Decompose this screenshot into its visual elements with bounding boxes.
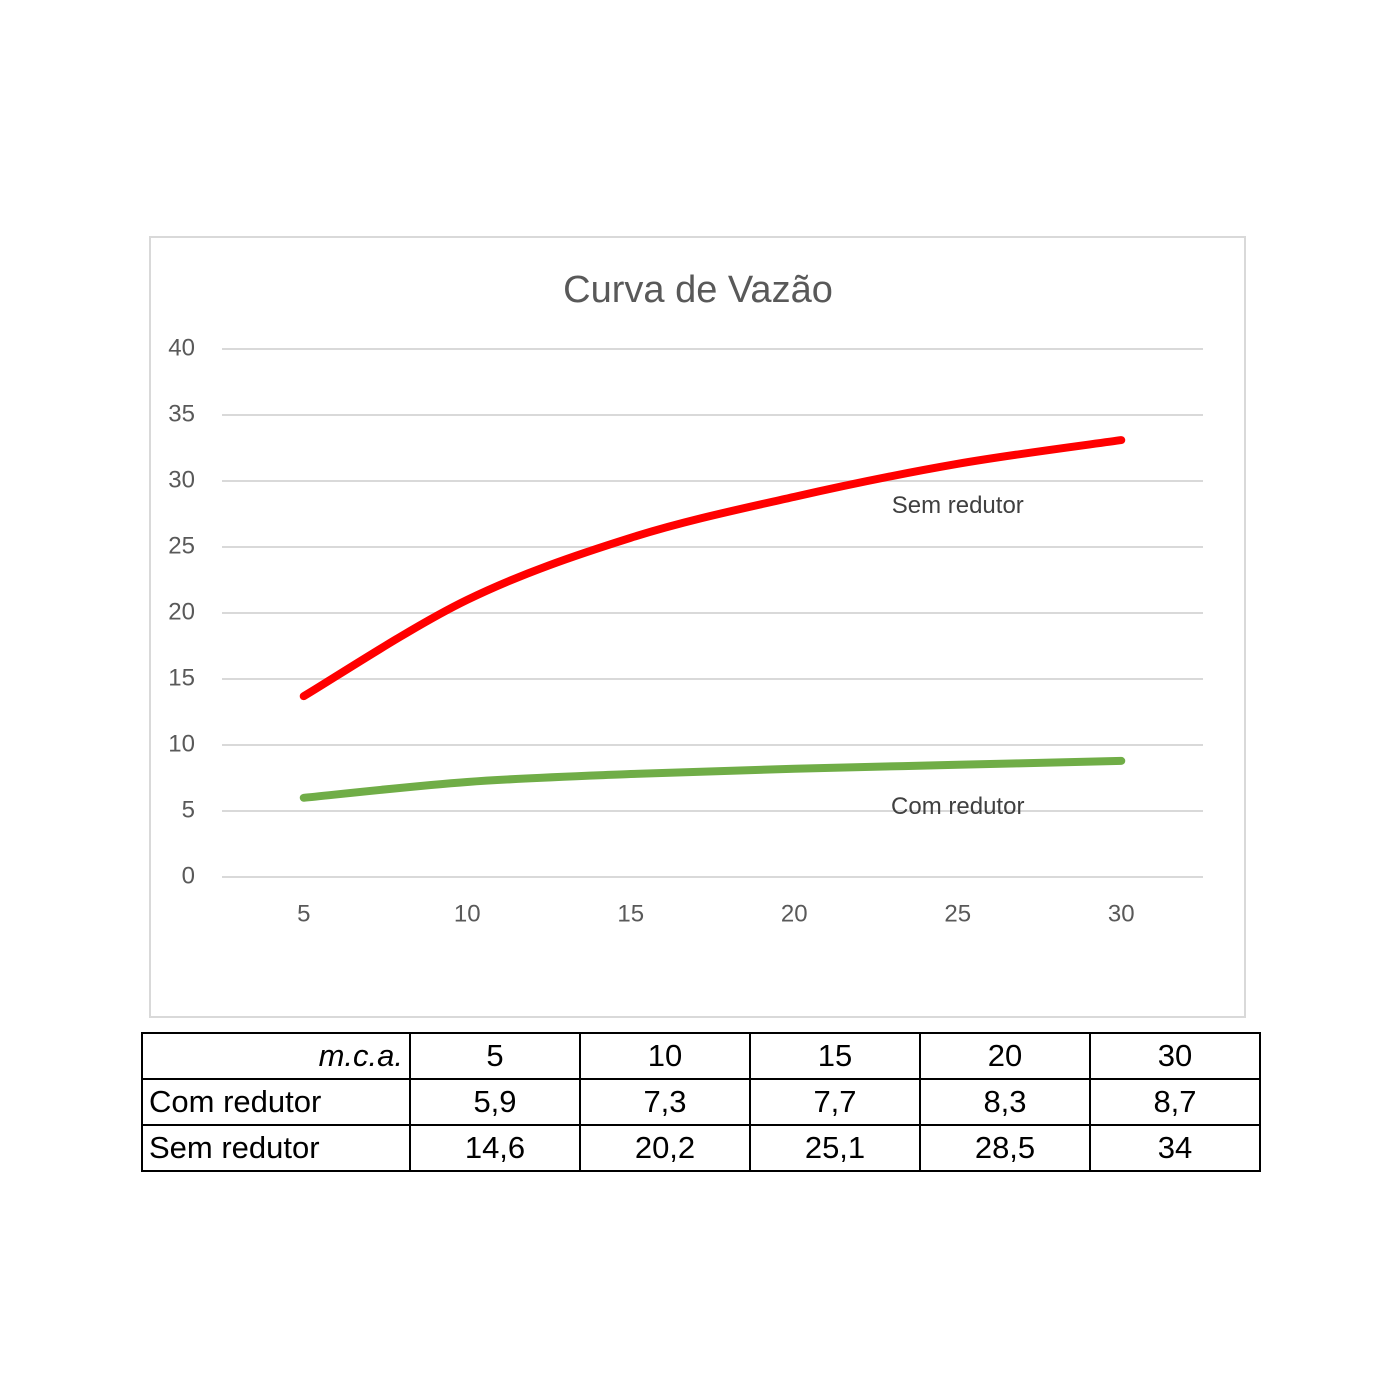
y-tick-label: 20 <box>168 598 195 625</box>
table-row: m.c.a. 5 10 15 20 30 <box>141 1032 1261 1080</box>
table-cell: 34 <box>1089 1124 1261 1172</box>
y-tick-label: 35 <box>168 400 195 427</box>
x-tick-label: 30 <box>1108 900 1135 927</box>
x-tick-label: 25 <box>944 900 971 927</box>
y-tick-label: 25 <box>168 532 195 559</box>
table-cell: m.c.a. <box>141 1032 411 1080</box>
table-cell: 30 <box>1089 1032 1261 1080</box>
y-tick-label: 30 <box>168 466 195 493</box>
table-cell: 7,3 <box>579 1078 751 1126</box>
series-line <box>299 436 1126 701</box>
table-cell: 5,9 <box>409 1078 581 1126</box>
y-tick-label: 15 <box>168 664 195 691</box>
table-cell: 7,7 <box>749 1078 921 1126</box>
y-tick-label: 40 <box>168 334 195 361</box>
table-row: Sem redutor 14,6 20,2 25,1 28,5 34 <box>141 1124 1261 1172</box>
table-cell: 10 <box>579 1032 751 1080</box>
table-cell: 20,2 <box>579 1124 751 1172</box>
x-tick-label: 20 <box>781 900 808 927</box>
series-label: Sem redutor <box>892 492 1024 519</box>
x-tick-label: 15 <box>617 900 644 927</box>
chart-frame <box>149 236 1246 1018</box>
data-table: m.c.a. 5 10 15 20 30 Com redutor 5,9 7,3 7,7 8,3 8,… <box>141 1032 1261 1172</box>
chart-title: Curva de Vazão <box>563 269 833 311</box>
table-cell: 20 <box>919 1032 1091 1080</box>
chart: Curva de Vazão 0 5 10 15 20 25 30 35 40 5 10 15 20 25… <box>149 236 1246 1018</box>
table-cell: Com redutor <box>141 1078 411 1126</box>
table-cell: 8,7 <box>1089 1078 1261 1126</box>
table-cell: 8,3 <box>919 1078 1091 1126</box>
x-tick-label: 10 <box>454 900 481 927</box>
table-cell: 25,1 <box>749 1124 921 1172</box>
table-cell: 5 <box>409 1032 581 1080</box>
x-tick-label: 5 <box>297 900 310 927</box>
y-tick-label: 10 <box>168 730 195 757</box>
table-cell: Sem redutor <box>141 1124 411 1172</box>
y-tick-label: 0 <box>182 862 195 889</box>
table-cell: 15 <box>749 1032 921 1080</box>
table-row: Com redutor 5,9 7,3 7,7 8,3 8,7 <box>141 1078 1261 1126</box>
table-cell: 14,6 <box>409 1124 581 1172</box>
y-tick-label: 5 <box>182 796 195 823</box>
series-label: Com redutor <box>891 793 1024 820</box>
table-cell: 28,5 <box>919 1124 1091 1172</box>
series-line <box>299 756 1126 802</box>
